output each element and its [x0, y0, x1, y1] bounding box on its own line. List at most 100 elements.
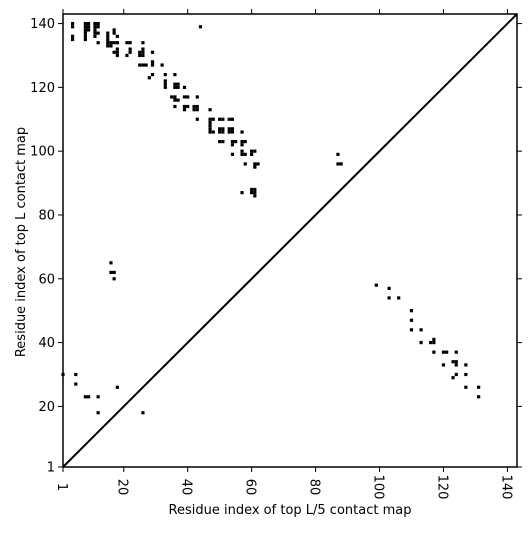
x-tick-label: 100 [371, 475, 386, 500]
contact-point [70, 34, 75, 38]
contact-point [253, 162, 257, 166]
contact-point [218, 117, 222, 121]
plot-layer [61, 13, 518, 468]
contact-point [141, 53, 145, 58]
contact-point [150, 73, 155, 77]
contact-point [221, 140, 225, 144]
contact-point [112, 50, 116, 54]
contact-point [141, 63, 145, 67]
contact-point [429, 340, 433, 345]
contact-point [336, 162, 340, 166]
contact-point [115, 41, 119, 45]
contact-point [256, 162, 260, 166]
contact-point [208, 127, 212, 131]
contact-point [96, 41, 100, 45]
contact-point [441, 350, 446, 354]
contact-point [86, 25, 91, 29]
contact-point [211, 130, 215, 134]
contact-point [96, 395, 100, 399]
contact-point [93, 21, 97, 26]
contact-point [109, 44, 113, 48]
contact-point [93, 31, 97, 35]
contact-point [387, 286, 391, 290]
contact-point [138, 53, 142, 58]
x-tick-label: 20 [115, 479, 130, 496]
contact-point [173, 73, 177, 77]
contact-point [176, 98, 180, 102]
contact-point [451, 376, 455, 380]
contact-point [96, 31, 100, 35]
contact-point [221, 117, 225, 121]
y-tick-label: 20 [38, 400, 55, 415]
contact-point [195, 95, 199, 99]
contact-point [106, 34, 110, 38]
contact-point [150, 63, 155, 67]
contact-point [163, 73, 167, 77]
contact-point [409, 318, 414, 322]
contact-point [454, 363, 458, 367]
contact-point [454, 360, 458, 364]
contact-point [93, 34, 97, 38]
contact-point [128, 50, 132, 54]
contact-point [195, 117, 199, 121]
contact-point [477, 385, 481, 389]
contact-point [173, 98, 177, 102]
contact-point [144, 63, 148, 67]
contact-point [182, 104, 187, 109]
contact-point [86, 395, 91, 399]
contact-point [227, 127, 231, 131]
y-axis-label: Residue index of top L contact map [14, 127, 29, 357]
contact-point [83, 395, 87, 399]
contact-point [240, 149, 244, 153]
contact-point [141, 47, 145, 51]
contact-point [253, 191, 257, 195]
contact-point [240, 152, 244, 156]
contact-point [106, 31, 110, 35]
contact-point [454, 350, 458, 354]
contact-point [170, 95, 174, 99]
contact-point [112, 41, 116, 45]
contact-point [176, 82, 180, 86]
contact-point [115, 385, 119, 389]
contact-point [397, 296, 401, 300]
contact-point [454, 372, 458, 377]
contact-point [163, 79, 167, 83]
x-tick-label: 80 [307, 479, 322, 496]
contact-point [211, 117, 215, 121]
contact-point [208, 117, 212, 121]
contact-point [150, 60, 155, 64]
contact-point [106, 44, 110, 48]
contact-point [250, 187, 254, 192]
contact-point [70, 21, 75, 26]
contact-point [83, 28, 87, 32]
contact-point [115, 50, 119, 54]
contact-point [253, 187, 257, 192]
contact-point [70, 25, 75, 29]
contact-point [227, 117, 231, 121]
contact-point [93, 28, 97, 32]
contact-point [173, 95, 177, 99]
x-tick-label: 1 [54, 483, 69, 491]
contact-point [115, 53, 119, 58]
contact-point [218, 130, 222, 134]
y-tick-label: 100 [30, 145, 55, 160]
contact-point [83, 34, 87, 38]
y-tick-label: 40 [38, 336, 55, 351]
contact-point [419, 340, 423, 345]
plot-frame [62, 13, 518, 468]
contact-point [221, 127, 225, 131]
contact-point [138, 63, 142, 67]
contact-point [141, 41, 145, 45]
contact-point [182, 95, 187, 99]
contact-point [86, 28, 91, 32]
contact-point [230, 117, 235, 121]
contact-point [243, 162, 247, 166]
contact-point [182, 108, 187, 112]
contact-point [86, 21, 91, 26]
contact-point [432, 340, 436, 345]
contact-point [218, 140, 222, 144]
contact-point [336, 152, 340, 156]
contact-point [109, 261, 113, 265]
